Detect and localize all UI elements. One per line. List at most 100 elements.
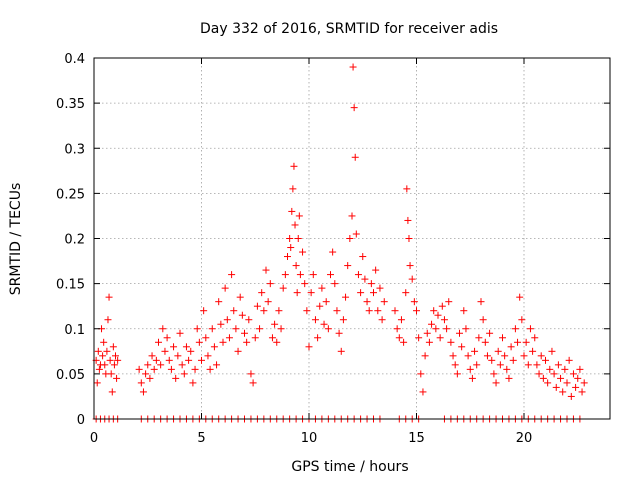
data-point [295, 212, 303, 220]
data-point [351, 153, 359, 161]
data-point [428, 320, 436, 328]
data-point [142, 370, 150, 378]
data-point [193, 325, 201, 333]
data-point [253, 302, 261, 310]
data-point [114, 356, 122, 364]
data-point [413, 307, 420, 315]
data-point [376, 284, 384, 292]
data-point [273, 338, 281, 346]
data-point [440, 316, 448, 324]
data-point [262, 266, 270, 274]
data-point [434, 311, 442, 319]
data-point [230, 307, 238, 315]
data-point [182, 343, 190, 351]
data-point [406, 262, 414, 270]
data-point [191, 365, 199, 373]
data-point [535, 370, 543, 378]
y-tick-label: 0.25 [56, 187, 85, 202]
data-point [324, 325, 332, 333]
data-point [569, 370, 577, 378]
data-point [176, 329, 184, 337]
data-point [352, 230, 360, 238]
x-tick-label: 20 [516, 431, 533, 446]
data-point [337, 347, 345, 355]
x-tick-label: 5 [197, 431, 205, 446]
data-point [103, 347, 111, 355]
data-point [531, 334, 539, 342]
data-point [367, 280, 375, 288]
data-point [178, 361, 186, 369]
data-point [477, 298, 485, 306]
data-point [292, 262, 300, 270]
data-point [180, 370, 188, 378]
data-points [92, 63, 588, 423]
data-point [552, 383, 560, 391]
data-point [492, 379, 500, 387]
data-point [481, 338, 489, 346]
data-point [167, 365, 175, 373]
data-point [107, 370, 115, 378]
data-point [105, 293, 113, 301]
data-point [395, 334, 403, 342]
data-point [561, 365, 569, 373]
x-axis-label: GPS time / hours [291, 459, 408, 475]
data-point [363, 298, 371, 306]
data-point [150, 365, 158, 373]
data-point [507, 343, 515, 351]
data-point [318, 284, 326, 292]
data-point [402, 289, 410, 297]
data-point [432, 325, 440, 333]
data-point [361, 275, 369, 283]
data-point [215, 298, 223, 306]
data-point [301, 280, 309, 288]
data-point [109, 343, 117, 351]
data-point [537, 352, 545, 360]
data-point [291, 221, 299, 229]
data-point [408, 275, 416, 283]
data-point [93, 379, 101, 387]
data-point [503, 365, 511, 373]
data-point [198, 356, 205, 364]
data-point [423, 329, 431, 337]
data-point [421, 352, 429, 360]
data-point [567, 392, 575, 400]
data-point [501, 352, 509, 360]
data-point [99, 352, 107, 360]
data-point [509, 356, 517, 364]
data-point [219, 338, 227, 346]
data-point [483, 352, 491, 360]
data-point [417, 370, 425, 378]
data-point [447, 338, 455, 346]
data-point [511, 325, 519, 333]
data-point [430, 307, 438, 315]
x-tick-label: 0 [90, 431, 98, 446]
data-point [372, 266, 380, 274]
data-point [529, 347, 537, 355]
data-point [479, 316, 487, 324]
data-point [374, 307, 382, 315]
data-point [419, 388, 427, 396]
data-point [165, 356, 173, 364]
data-point [200, 307, 208, 315]
data-point [346, 235, 354, 242]
data-point [195, 338, 203, 346]
data-point [275, 307, 283, 315]
data-point [449, 352, 457, 360]
y-tick-label: 0 [77, 413, 85, 428]
data-point [329, 248, 337, 256]
data-point [163, 334, 171, 342]
data-point [206, 365, 214, 373]
data-point [397, 316, 405, 324]
data-point [565, 356, 573, 364]
y-tick-label: 0.2 [64, 233, 85, 248]
data-point [288, 207, 296, 215]
data-point [135, 365, 143, 373]
data-point [296, 271, 304, 279]
data-point [264, 298, 272, 306]
data-point [460, 307, 468, 315]
data-point [225, 334, 233, 342]
data-point [514, 338, 522, 346]
x-tick-label: 10 [301, 431, 318, 446]
data-point [473, 361, 481, 369]
